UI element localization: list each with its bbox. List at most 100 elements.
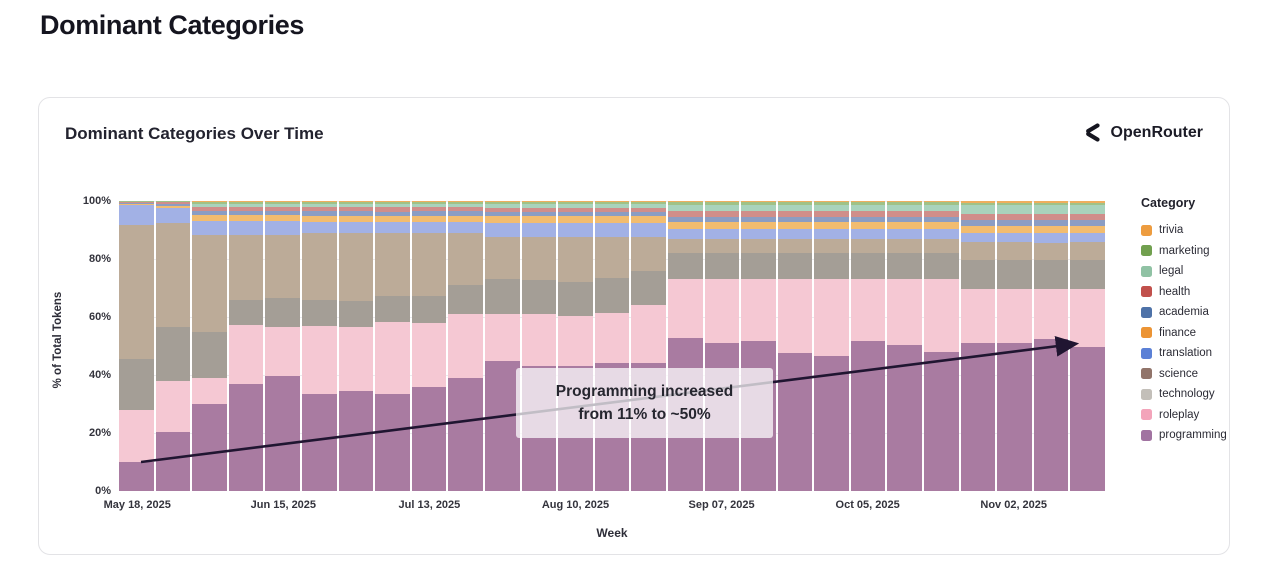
segment-finance[interactable] bbox=[375, 215, 410, 222]
segment-trivia[interactable] bbox=[924, 201, 959, 203]
segment-translation[interactable] bbox=[631, 222, 666, 238]
segment-translation[interactable] bbox=[814, 229, 849, 239]
segment-marketing[interactable] bbox=[667, 202, 703, 205]
segment-technology[interactable] bbox=[631, 270, 666, 306]
bar-week-21[interactable] bbox=[850, 201, 886, 491]
segment-science[interactable] bbox=[558, 237, 593, 282]
segment-programming[interactable] bbox=[1033, 339, 1069, 491]
segment-technology[interactable] bbox=[484, 278, 520, 314]
bar-week-15[interactable] bbox=[631, 201, 666, 491]
bar-week-9[interactable] bbox=[411, 201, 447, 491]
segment-finance[interactable] bbox=[631, 216, 666, 223]
segment-technology[interactable] bbox=[228, 300, 264, 326]
segment-roleplay[interactable] bbox=[155, 380, 191, 432]
segment-trivia[interactable] bbox=[301, 201, 337, 203]
segment-science[interactable] bbox=[192, 234, 227, 332]
bar-week-27[interactable] bbox=[1070, 201, 1106, 491]
segment-translation[interactable] bbox=[375, 221, 410, 233]
segment-science[interactable] bbox=[997, 242, 1032, 260]
segment-translation[interactable] bbox=[997, 233, 1032, 243]
segment-health[interactable] bbox=[814, 211, 849, 218]
segment-technology[interactable] bbox=[265, 298, 300, 327]
segment-marketing[interactable] bbox=[850, 202, 886, 205]
segment-academia[interactable] bbox=[1033, 220, 1069, 226]
segment-trivia[interactable] bbox=[558, 201, 593, 203]
bar-week-19[interactable] bbox=[777, 201, 813, 491]
segment-academia[interactable] bbox=[667, 217, 703, 223]
segment-programming[interactable] bbox=[887, 345, 923, 491]
segment-roleplay[interactable] bbox=[1070, 288, 1106, 348]
segment-finance[interactable] bbox=[777, 222, 813, 230]
segment-science[interactable] bbox=[667, 238, 703, 254]
segment-health[interactable] bbox=[155, 202, 191, 204]
segment-programming[interactable] bbox=[1070, 347, 1106, 491]
segment-finance[interactable] bbox=[558, 216, 593, 223]
segment-roleplay[interactable] bbox=[777, 279, 813, 353]
bar-week-5[interactable] bbox=[265, 201, 300, 491]
segment-trivia[interactable] bbox=[375, 201, 410, 203]
segment-academia[interactable] bbox=[448, 211, 483, 216]
segment-technology[interactable] bbox=[777, 253, 813, 280]
openrouter-brand-link[interactable]: OpenRouter bbox=[1081, 122, 1203, 143]
segment-trivia[interactable] bbox=[411, 201, 447, 203]
legend-item-science[interactable]: science bbox=[1141, 364, 1251, 385]
segment-health[interactable] bbox=[887, 211, 923, 218]
segment-translation[interactable] bbox=[1033, 233, 1069, 243]
segment-translation[interactable] bbox=[228, 221, 264, 235]
segment-legal[interactable] bbox=[375, 203, 410, 208]
segment-science[interactable] bbox=[448, 232, 483, 285]
segment-science[interactable] bbox=[960, 242, 996, 260]
segment-technology[interactable] bbox=[850, 253, 886, 280]
bar-week-2[interactable] bbox=[155, 201, 191, 491]
bar-week-10[interactable] bbox=[448, 201, 483, 491]
segment-translation[interactable] bbox=[667, 229, 703, 239]
segment-finance[interactable] bbox=[667, 222, 703, 230]
bar-week-17[interactable] bbox=[704, 201, 740, 491]
segment-health[interactable] bbox=[777, 211, 813, 218]
segment-science[interactable] bbox=[484, 237, 520, 279]
segment-technology[interactable] bbox=[704, 253, 740, 280]
segment-translation[interactable] bbox=[192, 221, 227, 235]
segment-roleplay[interactable] bbox=[997, 288, 1032, 344]
segment-finance[interactable] bbox=[960, 225, 996, 234]
segment-translation[interactable] bbox=[411, 221, 447, 233]
segment-technology[interactable] bbox=[741, 253, 776, 280]
segment-trivia[interactable] bbox=[594, 201, 630, 203]
segment-finance[interactable] bbox=[741, 222, 776, 230]
segment-science[interactable] bbox=[594, 237, 630, 278]
segment-marketing[interactable] bbox=[704, 202, 740, 205]
segment-legal[interactable] bbox=[301, 203, 337, 208]
segment-finance[interactable] bbox=[265, 215, 300, 222]
segment-health[interactable] bbox=[594, 207, 630, 212]
segment-science[interactable] bbox=[521, 237, 557, 280]
segment-trivia[interactable] bbox=[704, 201, 740, 203]
segment-technology[interactable] bbox=[192, 331, 227, 378]
segment-legal[interactable] bbox=[1070, 205, 1106, 215]
bar-week-22[interactable] bbox=[887, 201, 923, 491]
segment-academia[interactable] bbox=[228, 210, 264, 216]
segment-science[interactable] bbox=[1033, 242, 1069, 260]
segment-academia[interactable] bbox=[960, 220, 996, 226]
segment-science[interactable] bbox=[1070, 242, 1106, 260]
bar-week-13[interactable] bbox=[558, 201, 593, 491]
segment-legal[interactable] bbox=[997, 205, 1032, 215]
segment-marketing[interactable] bbox=[594, 202, 630, 205]
segment-roleplay[interactable] bbox=[484, 313, 520, 362]
segment-science[interactable] bbox=[704, 238, 740, 254]
segment-academia[interactable] bbox=[521, 211, 557, 217]
segment-legal[interactable] bbox=[411, 203, 447, 208]
segment-roleplay[interactable] bbox=[1033, 288, 1069, 340]
segment-science[interactable] bbox=[411, 232, 447, 297]
segment-roleplay[interactable] bbox=[521, 314, 557, 367]
segment-programming[interactable] bbox=[265, 376, 300, 491]
segment-technology[interactable] bbox=[924, 253, 959, 280]
bar-week-11[interactable] bbox=[484, 201, 520, 491]
segment-programming[interactable] bbox=[375, 393, 410, 491]
segment-roleplay[interactable] bbox=[667, 279, 703, 338]
segment-trivia[interactable] bbox=[484, 201, 520, 203]
segment-science[interactable] bbox=[777, 238, 813, 254]
segment-trivia[interactable] bbox=[814, 201, 849, 203]
bar-week-20[interactable] bbox=[814, 201, 849, 491]
segment-academia[interactable] bbox=[558, 211, 593, 217]
segment-finance[interactable] bbox=[155, 205, 191, 208]
